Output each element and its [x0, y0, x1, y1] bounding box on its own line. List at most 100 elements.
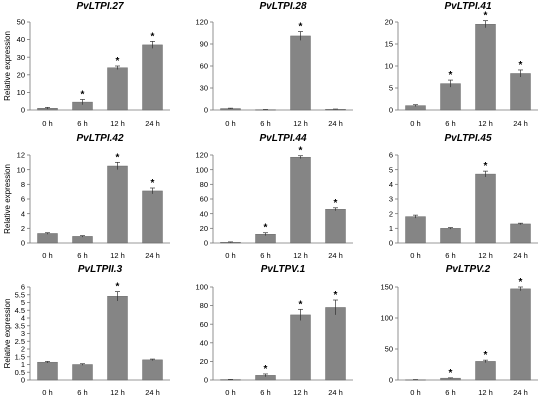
chart-3-category-label: 12 h — [478, 119, 493, 128]
chart-6-category-label: 12 h — [478, 251, 493, 260]
chart-4-bar — [107, 165, 128, 244]
chart-1-category-label: 6 h — [77, 119, 87, 128]
chart-1-ytick-label: 0 — [21, 106, 25, 115]
chart-5-ytick-label: 120 — [195, 151, 208, 160]
chart-1-ytick-label: 30 — [17, 53, 25, 62]
chart-4-bar — [37, 233, 58, 244]
chart-6-title: PvLTPI.45 — [444, 133, 491, 144]
chart-1-category-label: 24 h — [145, 119, 160, 128]
chart-2-category-label: 24 h — [328, 119, 343, 128]
chart-8-category-label: 6 h — [260, 388, 270, 397]
chart-2-category-label: 12 h — [293, 119, 308, 128]
chart-3-ytick-label: 0 — [389, 106, 393, 115]
chart-9-category-label: 24 h — [513, 388, 528, 397]
chart-3-ytick-label: 10 — [385, 62, 393, 71]
chart-6-ytick-label: 0 — [389, 239, 393, 248]
chart-7-title: PvLTPII.3 — [78, 264, 123, 275]
chart-4-ytick-label: 10 — [17, 165, 25, 174]
chart-4-ytick-label: 8 — [21, 180, 25, 189]
chart-1-ytick-label: 50 — [17, 18, 25, 27]
chart-7-bar — [142, 359, 163, 381]
chart-6-category-label: 0 h — [410, 251, 420, 260]
chart-7-bar — [72, 364, 93, 381]
chart-7-ytick-label: 2.5 — [15, 337, 25, 346]
chart-8-category-label: 24 h — [328, 388, 343, 397]
chart-6-ytick-label: 6 — [389, 151, 393, 160]
chart-9-category-label: 12 h — [478, 388, 493, 397]
chart-1-significance-mark: * — [81, 89, 85, 100]
chart-8-ytick-label: 100 — [195, 283, 208, 292]
chart-1-significance-mark: * — [151, 31, 155, 42]
chart-3-bar — [440, 83, 461, 111]
chart-9-ytick-label: 150 — [380, 283, 393, 292]
chart-7-ytick-label: 1 — [21, 360, 25, 369]
chart-8-bar — [325, 307, 346, 381]
chart-5-significance-mark: * — [334, 198, 338, 209]
chart-6-ytick-label: 1 — [389, 224, 393, 233]
chart-5-category-label: 12 h — [293, 251, 308, 260]
chart-4-significance-mark: * — [151, 178, 155, 189]
chart-4-category-label: 0 h — [42, 251, 52, 260]
chart-9-bar — [475, 361, 496, 381]
chart-9-ytick-label: 0 — [389, 376, 393, 385]
chart-2-ytick-label: 120 — [195, 18, 208, 27]
chart-4-ylabel: Relative expression — [3, 164, 12, 234]
chart-6-bar — [510, 223, 531, 244]
chart-7-ytick-label: 3.5 — [15, 321, 25, 330]
chart-9-category-label: 0 h — [410, 388, 420, 397]
chart-7-ytick-label: 5.5 — [15, 290, 25, 299]
chart-4-bar — [142, 190, 163, 244]
chart-9-ytick-label: 100 — [380, 314, 393, 323]
chart-7-ytick-label: 4 — [21, 314, 25, 323]
chart-1-category-label: 12 h — [110, 119, 125, 128]
chart-1-title: PvLTPI.27 — [76, 1, 123, 12]
chart-7-bar — [107, 296, 128, 381]
chart-5-ytick-label: 80 — [200, 180, 208, 189]
chart-4-category-label: 6 h — [77, 251, 87, 260]
chart-4-category-label: 12 h — [110, 251, 125, 260]
chart-3-significance-mark: * — [484, 11, 488, 22]
chart-9-bar — [510, 288, 531, 381]
chart-5-significance-mark: * — [299, 146, 303, 157]
chart-3-category-label: 24 h — [513, 119, 528, 128]
chart-9-significance-mark: * — [519, 277, 523, 288]
chart-6-bar — [475, 173, 496, 244]
chart-7-ytick-label: 4.5 — [15, 306, 25, 315]
chart-4-ytick-label: 0 — [21, 239, 25, 248]
chart-4-ytick-label: 6 — [21, 195, 25, 204]
chart-8-category-label: 0 h — [225, 388, 235, 397]
chart-5-category-label: 0 h — [225, 251, 235, 260]
chart-6-ytick-label: 5 — [389, 165, 393, 174]
chart-7-ytick-label: 1.5 — [15, 352, 25, 361]
chart-5-significance-mark: * — [264, 223, 268, 234]
chart-5-category-label: 24 h — [328, 251, 343, 260]
chart-5-ytick-label: 100 — [195, 165, 208, 174]
chart-7-ytick-label: 0 — [21, 376, 25, 385]
chart-6-ytick-label: 4 — [389, 180, 393, 189]
chart-8-title: PvLTPV.1 — [261, 264, 306, 275]
chart-8-category-label: 12 h — [293, 388, 308, 397]
chart-6-ytick-label: 3 — [389, 195, 393, 204]
chart-1-bar — [107, 67, 128, 111]
chart-7-category-label: 24 h — [145, 388, 160, 397]
chart-4-significance-mark: * — [116, 152, 120, 163]
chart-5-bar — [325, 209, 346, 244]
chart-9-ytick-label: 50 — [385, 345, 393, 354]
chart-4-ytick-label: 2 — [21, 224, 25, 233]
chart-1-bar — [142, 44, 163, 111]
chart-2-ytick-label: 90 — [200, 40, 208, 49]
chart-7-ytick-label: 0.5 — [15, 368, 25, 377]
chart-1-category-label: 0 h — [42, 119, 52, 128]
chart-7-bar — [37, 361, 58, 381]
chart-6-bar — [405, 216, 426, 244]
chart-1-ytick-label: 10 — [17, 88, 25, 97]
chart-4-title: PvLTPI.42 — [76, 133, 123, 144]
chart-8-ytick-label: 40 — [200, 338, 208, 347]
chart-3-ytick-label: 5 — [389, 84, 393, 93]
chart-2-bar — [290, 35, 311, 111]
chart-7-category-label: 6 h — [77, 388, 87, 397]
chart-3-ytick-label: 20 — [385, 18, 393, 27]
chart-1-ylabel: Relative expression — [3, 31, 12, 101]
chart-9-category-label: 6 h — [445, 388, 455, 397]
